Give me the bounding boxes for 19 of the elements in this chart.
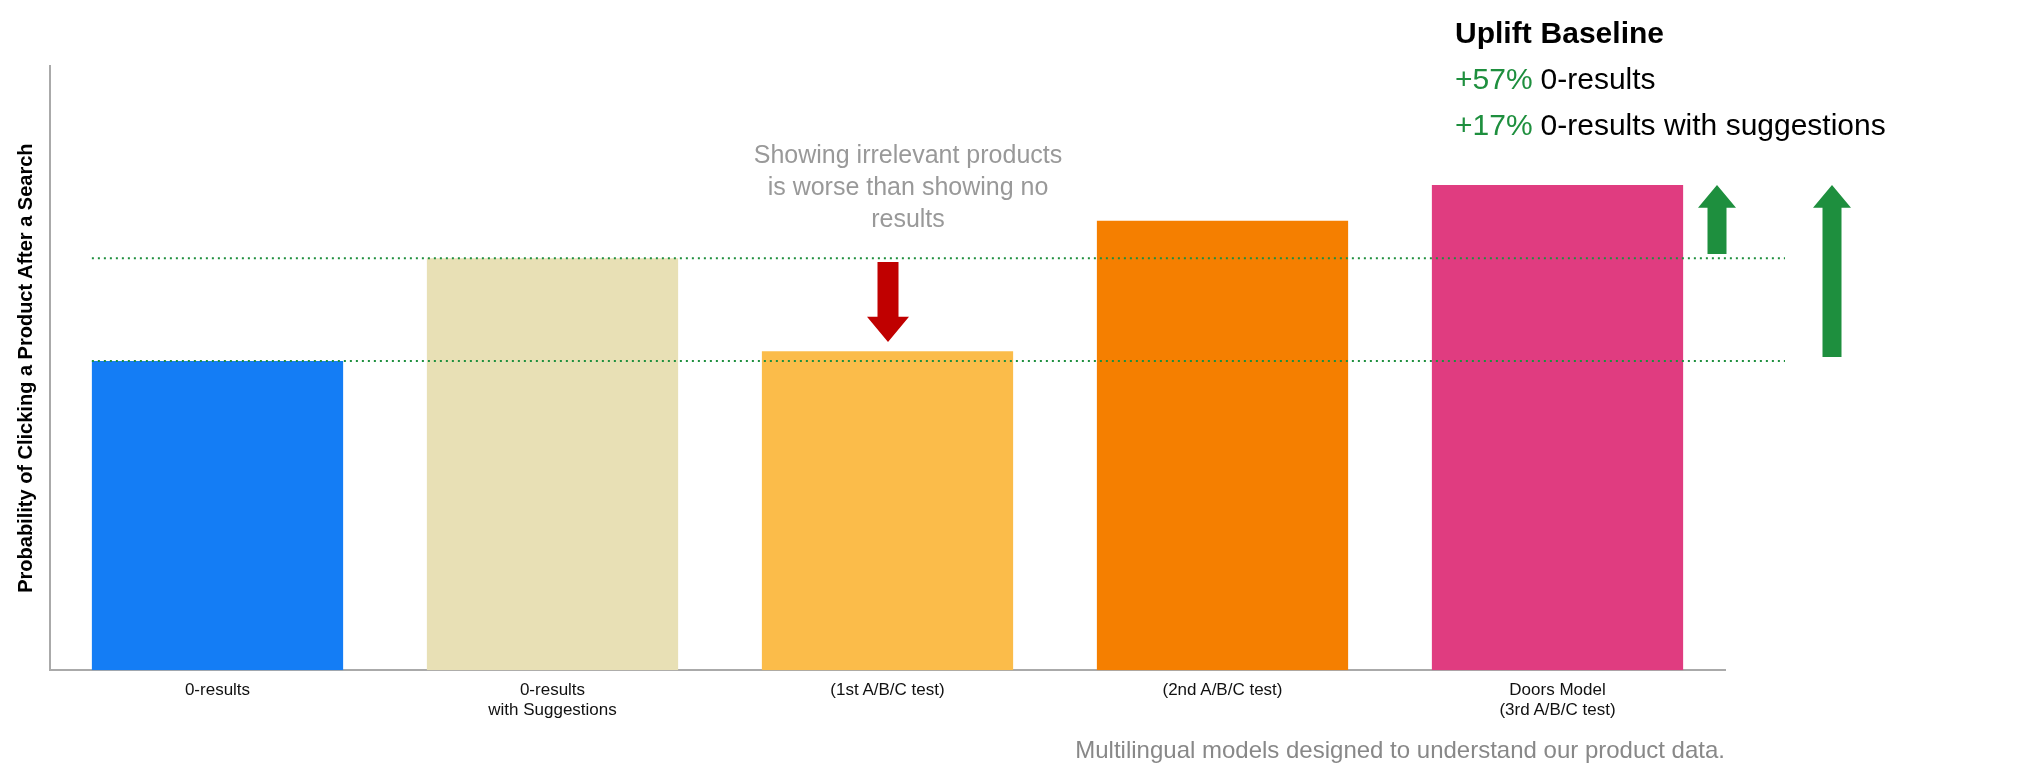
text: +57%	[1455, 61, 1534, 97]
text: 0-results with suggestions	[1540, 107, 1887, 143]
y-axis-title: Probability of Clicking a Product After a Search	[13, 143, 36, 593]
bar	[91, 361, 344, 671]
bar	[761, 351, 1014, 671]
x-tick-label: (2nd A/B/C test)	[1162, 680, 1283, 700]
text: Uplift	[1455, 15, 1533, 51]
annotation: Showing irrelevant products is worse than showing no results	[753, 139, 1063, 234]
bar	[1096, 220, 1349, 671]
text: Baseline	[1540, 15, 1665, 51]
x-tick-label: 0-results	[184, 680, 251, 700]
bar	[1431, 184, 1684, 671]
text: +17%	[1455, 107, 1534, 143]
text: Multilingual models designed to understand our product data.	[1074, 736, 1725, 764]
bar	[426, 258, 679, 671]
x-tick-label: (1st A/B/C test)	[830, 680, 945, 700]
x-tick-label: Doors Model (3rd A/B/C test)	[1499, 680, 1616, 720]
text: 0-results	[1540, 61, 1657, 97]
x-tick-label: 0-results with Suggestions	[487, 680, 617, 720]
